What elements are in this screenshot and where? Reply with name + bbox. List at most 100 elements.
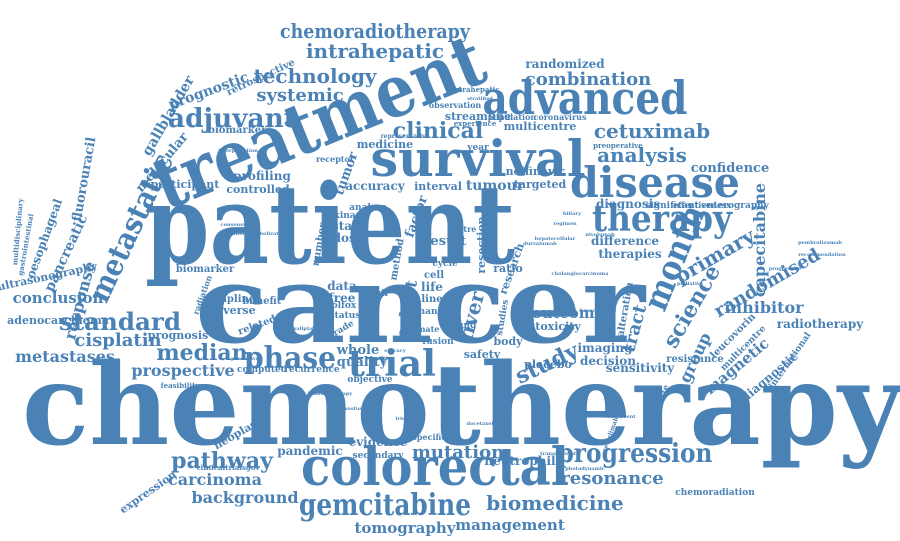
word-colorectal: colorectal: [301, 437, 569, 498]
word-prognosis: prognosis: [148, 329, 208, 342]
word-toxicity: toxicity: [535, 320, 581, 333]
word-kinase: kinase: [334, 211, 367, 221]
word-fusion: fusion: [422, 337, 454, 347]
word-evidence: evidence: [349, 435, 408, 449]
word-enterography: enterography: [701, 201, 770, 211]
word-difference: difference: [591, 234, 659, 248]
word-representative: representative: [381, 133, 430, 140]
word-radiotherapy: radiotherapy: [777, 317, 864, 331]
word-oxaliplatin: oxaliplatin: [290, 326, 320, 332]
word-metastases: metastases: [15, 347, 115, 366]
word-quality: quality: [337, 355, 388, 370]
word-adjuvant: adjuvant: [168, 104, 296, 134]
word-prospective: prospective: [131, 361, 234, 380]
word-folfox: folfox: [328, 301, 357, 311]
word-free: free: [329, 291, 356, 305]
word-transarterial: transarterial: [540, 451, 576, 457]
cloud-words: chemotherapy cancer patient treatment co…: [0, 16, 900, 537]
word-concurrent: concurrent: [604, 414, 636, 420]
word-technology: technology: [253, 64, 377, 88]
word-palliative: palliative: [677, 281, 703, 287]
word-adenocarcinoma: adenocarcinoma: [7, 314, 109, 327]
word-observation: observation: [429, 100, 482, 110]
word-pembrolizumab: pembrolizumab: [798, 240, 842, 246]
word-interval: interval: [414, 180, 462, 193]
word-dose: dose: [333, 231, 364, 245]
word-sampling: sampling: [204, 294, 256, 305]
word-result: result: [424, 234, 467, 249]
word-biomarkers: biomarkers: [208, 125, 272, 136]
word-targeted: targeted: [514, 178, 567, 191]
word-median: median: [156, 340, 247, 366]
word-controlled: controlled: [226, 183, 290, 196]
word-participant: participant: [151, 178, 221, 191]
word-standard: standard: [59, 307, 181, 336]
word-human: human: [403, 307, 438, 317]
word-therapies: therapies: [598, 247, 662, 261]
word-clinical: clinical: [393, 118, 483, 144]
word-cancer: cancer: [195, 242, 647, 368]
word-medicine: medicine: [357, 138, 413, 151]
word-life: life: [421, 280, 443, 294]
word-irinotecan: irinotecan: [396, 416, 425, 422]
word-recurrence: recurrence: [284, 365, 340, 375]
word-status: status: [330, 311, 361, 321]
word-body: body: [493, 335, 523, 348]
word-receptor: receptor: [316, 154, 355, 164]
word-preoperative: preoperative: [593, 141, 643, 150]
word-biliary: biliary: [563, 211, 582, 217]
word-chemoradiation: chemoradiation: [675, 488, 755, 498]
word-significant: significant: [645, 201, 699, 211]
word-imaging: imaging: [577, 341, 633, 355]
word-tomography: tomography: [354, 519, 456, 537]
word-progressive: progressive: [769, 266, 801, 272]
word-trial: trial: [348, 343, 436, 385]
word-lung: lung: [454, 321, 478, 331]
word-fgfr: fgfr: [371, 289, 390, 299]
word-sensitivity: sensitivity: [606, 361, 676, 375]
word-feasibility: feasibility: [161, 381, 201, 390]
word-durvalumab: durvalumab: [523, 241, 557, 247]
word-resistance: resistance: [666, 354, 724, 365]
word-nivolumab: nivolumab: [585, 232, 615, 238]
word-cycle: cycle: [432, 259, 458, 269]
word-accuracy: accuracy: [345, 179, 406, 193]
word-recommendation: recommendation: [798, 252, 846, 258]
word-computed: computed: [237, 365, 288, 375]
word-objective: objective: [347, 375, 393, 385]
word-pathway: pathway: [171, 448, 274, 474]
word-centre: centre: [448, 224, 477, 234]
word-survival: survival: [371, 129, 586, 188]
word-tumour: tumour: [466, 178, 525, 194]
word-background: background: [191, 488, 298, 507]
word-expression: expression: [117, 468, 178, 516]
word-docetaxel: docetaxel: [467, 421, 494, 427]
word-consensus: consensus: [221, 222, 250, 228]
word-hepatocellular: hepatocellular: [535, 236, 576, 242]
word-chemotherapy: chemotherapy: [22, 340, 900, 471]
word-safety: safety: [464, 348, 501, 361]
word-outcome: outcome: [532, 304, 604, 322]
word-bevacizumab: bevacizumab: [580, 308, 617, 314]
word-management: management: [455, 516, 565, 534]
word-coronavirus: coronavirus: [534, 112, 587, 122]
word-experience: experience: [454, 119, 497, 128]
word-year: year: [466, 143, 489, 153]
word-intrahepatic: intrahepatic: [306, 39, 444, 63]
word-analyse: analyse: [349, 203, 387, 213]
word-mutation: mutation: [412, 442, 504, 463]
word-benefit: benefit: [243, 296, 282, 307]
word-effectiveness: effectiveness: [673, 200, 732, 210]
word-immunotherapy: immunotherapy: [308, 391, 354, 397]
word-combination: combination: [525, 69, 651, 90]
word-neutrophil: neutrophil: [484, 454, 556, 468]
word-interpretation: interpretation: [218, 148, 258, 154]
word-inhibitor: inhibitor: [724, 298, 804, 317]
word-ratio: ratio: [493, 262, 523, 275]
word-cisplatin: cisplatin: [74, 330, 161, 351]
word-clinicaltrialsgov: clinicaltrialsgov: [196, 463, 260, 472]
word-population: population: [488, 112, 537, 122]
word-efficacy: efficacy: [384, 348, 407, 354]
word-extrahepatic: extrahepatic: [450, 85, 499, 94]
word-transfusion: transfusion: [339, 406, 371, 412]
